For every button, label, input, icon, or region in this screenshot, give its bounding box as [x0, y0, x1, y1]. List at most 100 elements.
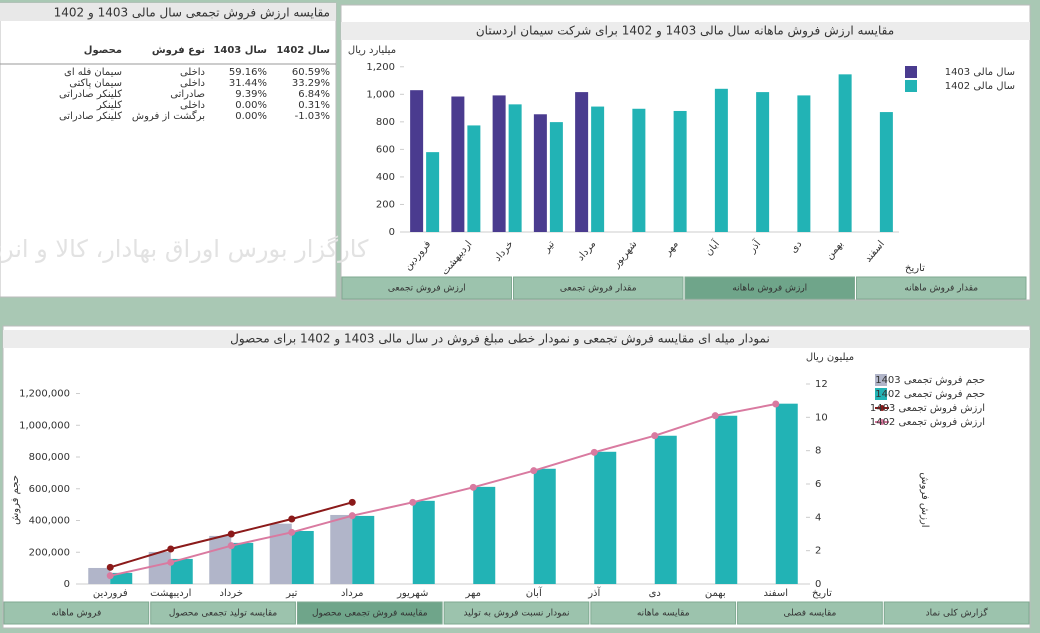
legend-swatch	[879, 419, 885, 425]
y2-tick-label: 6	[815, 479, 821, 490]
tab[interactable]	[513, 276, 684, 300]
line	[110, 403, 776, 577]
chart-title-bar	[341, 22, 1030, 40]
point	[772, 400, 780, 408]
bar	[838, 74, 852, 232]
y2-tick-label: 4	[815, 512, 821, 523]
point	[227, 542, 235, 550]
point	[651, 432, 659, 440]
x-tick-label: اردیبهشت	[150, 588, 191, 599]
table-panel	[0, 2, 337, 298]
legend-label: ارزش فروش تجمعی 1403	[870, 403, 985, 414]
y-tick-label: 1,200,000	[19, 389, 70, 400]
y-tick-label: 400,000	[29, 516, 70, 527]
x-tick-label: آذر	[587, 586, 601, 599]
tab[interactable]	[3, 601, 150, 625]
bar	[269, 523, 292, 584]
tab-label: گزارش کلی نماد	[926, 607, 989, 619]
bar	[714, 88, 728, 232]
point	[288, 515, 296, 523]
table-cell: 59.16%	[229, 67, 267, 78]
table-cell: داخلی	[180, 67, 205, 78]
table-cell: کلینکر	[96, 100, 122, 111]
point	[227, 530, 235, 538]
tab-label: مقدار فروش تجمعی	[560, 284, 637, 294]
chart-title: نمودار میله ای مقایسه فروش تجمعی و نمودا…	[230, 332, 770, 347]
point	[409, 498, 417, 506]
tab[interactable]	[883, 601, 1030, 625]
table-cell: کلینکر صادراتی	[59, 111, 122, 122]
tab[interactable]	[737, 601, 883, 625]
watermark: کارگزار بورس اوراق بهادار، کالا و انرژی	[0, 235, 369, 263]
point	[167, 545, 175, 553]
point	[106, 572, 114, 580]
y-tick-label: 0	[389, 227, 395, 238]
point	[469, 483, 477, 491]
bar	[412, 500, 435, 584]
x-tick-label: مهر	[465, 588, 481, 599]
table-cell: 60.59%	[292, 67, 330, 78]
bar	[756, 92, 770, 232]
tab-label: مقایسه ماهانه	[637, 609, 690, 619]
table-header: سال 1403	[213, 45, 267, 56]
bar	[879, 112, 893, 232]
tab[interactable]	[150, 601, 296, 625]
bar	[673, 110, 687, 232]
table-cell: کلینکر صادراتی	[59, 89, 122, 100]
tab[interactable]	[684, 276, 855, 300]
tab[interactable]	[856, 276, 1027, 300]
y-axis-title: حجم فروش	[10, 475, 21, 525]
bar	[632, 108, 646, 232]
table-cell: 6.84%	[298, 89, 330, 100]
bar	[110, 572, 133, 584]
table-cell: 31.44%	[229, 78, 267, 89]
legend-label: سال مالی 1403	[945, 67, 1015, 78]
bar	[330, 514, 353, 584]
y2-axis-title: ارزش فروش	[919, 472, 930, 527]
x-tick-label: شهریور	[396, 588, 428, 599]
table-cell: 9.39%	[235, 89, 267, 100]
table-cell: داخلی	[180, 100, 205, 111]
tab[interactable]	[590, 601, 737, 625]
point	[288, 528, 296, 536]
bar	[426, 152, 440, 232]
legend-label: حجم فروش تجمعی 1402	[875, 389, 985, 400]
x-tick-label: مرداد	[341, 588, 364, 599]
bar	[533, 468, 556, 584]
bar	[492, 95, 506, 232]
legend-swatch	[879, 405, 885, 411]
table-cell: سیمان فله ای	[64, 67, 122, 78]
bar	[209, 535, 232, 584]
table-header: محصول	[84, 45, 122, 56]
x-tick-label: خرداد	[220, 588, 243, 599]
y-tick-label: 800,000	[29, 452, 70, 463]
table-cell: -1.03%	[295, 111, 330, 122]
tab[interactable]	[341, 276, 512, 300]
tab[interactable]	[296, 601, 443, 625]
table-header: سال 1402	[276, 45, 330, 56]
bar	[231, 542, 254, 584]
tab-label: مقایسه تولید تجمعی محصول	[169, 609, 278, 619]
table-cell: 0.00%	[235, 100, 267, 111]
table-title: مقایسه ارزش فروش تجمعی سال مالی 1403 و 1…	[54, 6, 330, 21]
tab[interactable]	[443, 601, 590, 625]
y-tick-label: 0	[64, 579, 70, 590]
table-title-bar	[0, 3, 336, 21]
bar	[508, 104, 522, 232]
bar	[170, 558, 193, 584]
y-tick-label: 200,000	[29, 547, 70, 558]
bar	[775, 403, 798, 584]
bar	[148, 551, 171, 584]
point	[167, 558, 175, 566]
bar	[715, 415, 738, 584]
y2-tick-label: 8	[815, 446, 821, 457]
table-cell: 0.00%	[235, 111, 267, 122]
x-tick-label: فروردین	[93, 588, 128, 599]
table-cell: سیمان پاکتی	[69, 78, 122, 89]
legend-label: حجم فروش تجمعی 1403	[875, 375, 985, 386]
bar	[594, 451, 617, 584]
table-cell: داخلی	[180, 78, 205, 89]
x-axis-title: تاریخ	[812, 588, 832, 599]
